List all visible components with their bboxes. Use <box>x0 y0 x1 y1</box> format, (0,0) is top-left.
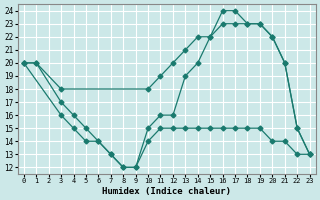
X-axis label: Humidex (Indice chaleur): Humidex (Indice chaleur) <box>102 187 231 196</box>
